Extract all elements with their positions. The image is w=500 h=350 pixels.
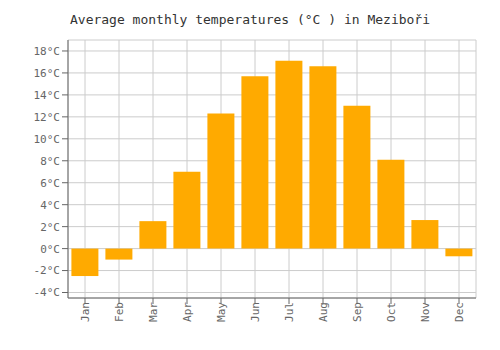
html-text:Average monthly temperatures (: Average monthly temperatures (°C ) in Me…: [70, 12, 430, 27]
svg-text:10°C: 10°C: [34, 133, 61, 146]
svg-text:Nov: Nov: [419, 302, 432, 322]
svg-text:0°C: 0°C: [40, 243, 60, 256]
svg-text:6°C: 6°C: [40, 177, 60, 190]
svg-text:Jan: Jan: [79, 302, 92, 322]
svg-text:Feb: Feb: [113, 302, 126, 322]
svg-text:-4°C: -4°C: [34, 286, 61, 299]
svg-text:Dec: Dec: [453, 302, 466, 322]
svg-text:Jul: Jul: [283, 302, 296, 322]
svg-text:Mar: Mar: [147, 302, 160, 322]
svg-text:Apr: Apr: [181, 302, 194, 322]
svg-text:Oct: Oct: [385, 302, 398, 322]
svg-text:-2°C: -2°C: [34, 264, 61, 277]
svg-text:14°C: 14°C: [34, 89, 61, 102]
svg-text:Sep: Sep: [351, 302, 364, 322]
svg-text:16°C: 16°C: [34, 67, 61, 80]
svg-text:4°C: 4°C: [40, 199, 60, 212]
svg-text:2°C: 2°C: [40, 221, 60, 234]
svg-text:18°C: 18°C: [34, 45, 61, 58]
svg-text:Jun: Jun: [249, 302, 262, 322]
svg-text:Aug: Aug: [317, 302, 330, 322]
svg-text:May: May: [215, 302, 228, 322]
svg-text:12°C: 12°C: [34, 111, 61, 124]
svg-text:8°C: 8°C: [40, 155, 60, 168]
